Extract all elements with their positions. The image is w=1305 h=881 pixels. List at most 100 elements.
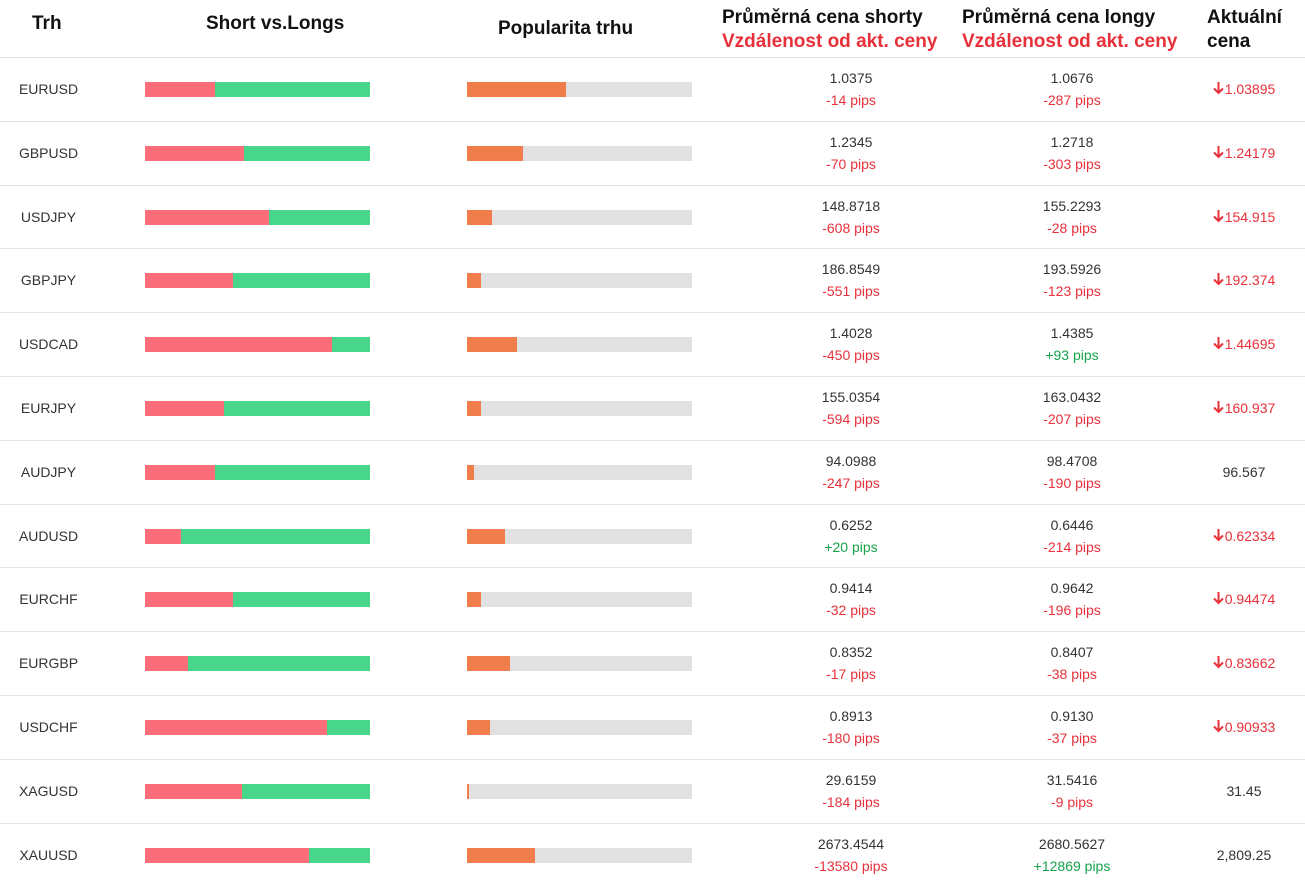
avg-short-price: 1.2345	[829, 133, 873, 150]
short-vs-long-bar	[145, 273, 370, 289]
header-popularity[interactable]: Popularita trhu	[498, 18, 634, 39]
short-pips-distance: -594 pips	[822, 411, 880, 427]
current-price: 0.83662	[1184, 655, 1304, 671]
header-current-price[interactable]: Aktuální cena	[1207, 6, 1287, 54]
header-avg-short-label: Průměrná cena shorty	[722, 7, 923, 28]
current-price-value: 2,809.25	[1216, 846, 1272, 863]
short-vs-long-bar	[145, 592, 370, 608]
table-row[interactable]: EURCHF 0.9414 -32 pips 0.9642 -196 pips 0.944…	[0, 567, 1305, 631]
popularity-bar	[467, 528, 692, 544]
avg-short-price: 155.0354	[821, 389, 881, 405]
short-vs-long-bar	[145, 464, 370, 480]
popularity-bar	[467, 720, 692, 735]
market-name[interactable]: XAGUSD	[18, 782, 79, 799]
popularity-bar	[467, 464, 692, 480]
down-arrow-icon	[1212, 336, 1224, 352]
short-segment	[145, 656, 188, 672]
current-price: 96.567	[1184, 464, 1304, 480]
long-pips-distance: -9 pips	[1050, 793, 1094, 810]
down-arrow-icon	[1212, 81, 1224, 97]
header-avg-short[interactable]: Průměrná cena shorty Vzdálenost od akt. …	[722, 6, 937, 54]
short-pips-distance: -247 pips	[822, 474, 880, 491]
current-price: 1.44695	[1184, 336, 1304, 352]
down-arrow-icon	[1212, 272, 1224, 288]
header-market[interactable]: Trh	[32, 13, 62, 34]
long-pips-distance: -190 pips	[1043, 474, 1101, 491]
avg-long-price: 163.0432	[1042, 389, 1102, 405]
current-price-value: 1.44695	[1224, 336, 1276, 353]
table-row[interactable]: USDCAD 1.4028 -450 pips 1.4385 +93 pips 1.446…	[0, 312, 1305, 376]
market-name[interactable]: GBPUSD	[18, 144, 79, 161]
short-segment	[145, 273, 233, 289]
down-arrow-icon	[1212, 591, 1224, 607]
market-name[interactable]: GBPJPY	[20, 272, 77, 289]
current-price-value: 192.374	[1224, 272, 1276, 289]
long-pips-distance: -303 pips	[1043, 155, 1101, 172]
table-row[interactable]: USDJPY 148.8718 -608 pips 155.2293 -28 pips 1…	[0, 184, 1305, 249]
avg-long-price: 98.4708	[1046, 452, 1098, 469]
short-vs-long-bar	[145, 337, 370, 353]
short-segment	[145, 145, 244, 161]
current-price: 2,809.25	[1184, 847, 1304, 863]
avg-short-price: 148.8718	[821, 197, 881, 214]
avg-short-price: 1.0375	[829, 70, 873, 86]
popularity-bar	[467, 337, 692, 353]
short-vs-long-bar	[145, 783, 370, 799]
table-row[interactable]: AUDUSD 0.6252 +20 pips 0.6446 -214 pips 0.623…	[0, 503, 1305, 568]
table-row[interactable]: GBPJPY 186.8549 -551 pips 193.5926 -123 pips…	[0, 248, 1305, 312]
popularity-fill	[467, 337, 517, 353]
avg-long-price: 0.9130	[1050, 708, 1094, 724]
popularity-fill	[467, 783, 470, 799]
header-avg-long[interactable]: Průměrná cena longy Vzdálenost od akt. c…	[962, 6, 1177, 54]
table-row[interactable]: EURUSD 1.0375 -14 pips 1.0676 -287 pips 1.038…	[0, 57, 1305, 121]
market-name[interactable]: XAUUSD	[19, 846, 78, 863]
short-pips-distance: -17 pips	[826, 666, 876, 683]
market-name[interactable]: AUDUSD	[18, 527, 79, 544]
current-price-value: 154.915	[1224, 208, 1276, 225]
popularity-fill	[467, 464, 474, 480]
popularity-bar	[467, 401, 692, 416]
market-name[interactable]: EURUSD	[18, 81, 79, 97]
market-name[interactable]: USDCAD	[18, 336, 79, 353]
market-name[interactable]: EURJPY	[20, 400, 77, 416]
popularity-fill	[467, 209, 492, 225]
market-name[interactable]: AUDJPY	[20, 463, 77, 480]
table-row[interactable]: AUDJPY 94.0988 -247 pips 98.4708 -190 pips 96…	[0, 439, 1305, 504]
table-row[interactable]: XAUUSD 2673.4544 -13580 pips 2680.5627 +1286…	[0, 822, 1305, 881]
popularity-bar	[467, 209, 692, 225]
avg-short-price: 0.8352	[829, 644, 873, 661]
popularity-fill	[467, 592, 481, 608]
current-price: 160.937	[1184, 400, 1304, 416]
table-row[interactable]: EURGBP 0.8352 -17 pips 0.8407 -38 pips 0.8366…	[0, 631, 1305, 695]
popularity-fill	[467, 528, 506, 544]
avg-short-price: 29.6159	[825, 771, 877, 788]
popularity-fill	[467, 720, 490, 735]
current-price-value: 31.45	[1226, 782, 1262, 799]
market-name[interactable]: USDCHF	[19, 719, 78, 735]
popularity-bar	[467, 592, 692, 608]
table-row[interactable]: XAGUSD 29.6159 -184 pips 31.5416 -9 pips 31.4…	[0, 758, 1305, 823]
short-vs-long-bar	[145, 656, 370, 672]
popularity-bar	[467, 273, 692, 289]
long-pips-distance: -196 pips	[1043, 602, 1101, 619]
long-pips-distance: -207 pips	[1043, 411, 1101, 427]
short-segment	[145, 464, 215, 480]
table-row[interactable]: EURJPY 155.0354 -594 pips 163.0432 -207 pips…	[0, 376, 1305, 440]
avg-long-price: 1.2718	[1050, 133, 1094, 150]
current-price-value: 160.937	[1224, 400, 1276, 416]
table-row[interactable]: USDCHF 0.8913 -180 pips 0.9130 -37 pips 0.909…	[0, 695, 1305, 759]
short-segment	[145, 401, 224, 416]
short-pips-distance: -551 pips	[822, 283, 880, 300]
table-row[interactable]: GBPUSD 1.2345 -70 pips 1.2718 -303 pips 1.241…	[0, 120, 1305, 185]
avg-long-price: 0.6446	[1050, 516, 1094, 533]
market-name[interactable]: EURGBP	[18, 655, 79, 672]
short-pips-distance: -450 pips	[822, 347, 880, 364]
avg-short-price: 0.9414	[829, 580, 873, 597]
short-segment	[145, 528, 181, 544]
market-name[interactable]: USDJPY	[20, 208, 77, 225]
header-avg-long-label: Průměrná cena longy	[962, 7, 1156, 28]
header-short-vs-longs[interactable]: Short vs.Longs	[206, 13, 345, 34]
avg-short-price: 94.0988	[825, 452, 877, 469]
current-price: 1.24179	[1184, 145, 1304, 161]
market-name[interactable]: EURCHF	[19, 591, 78, 608]
